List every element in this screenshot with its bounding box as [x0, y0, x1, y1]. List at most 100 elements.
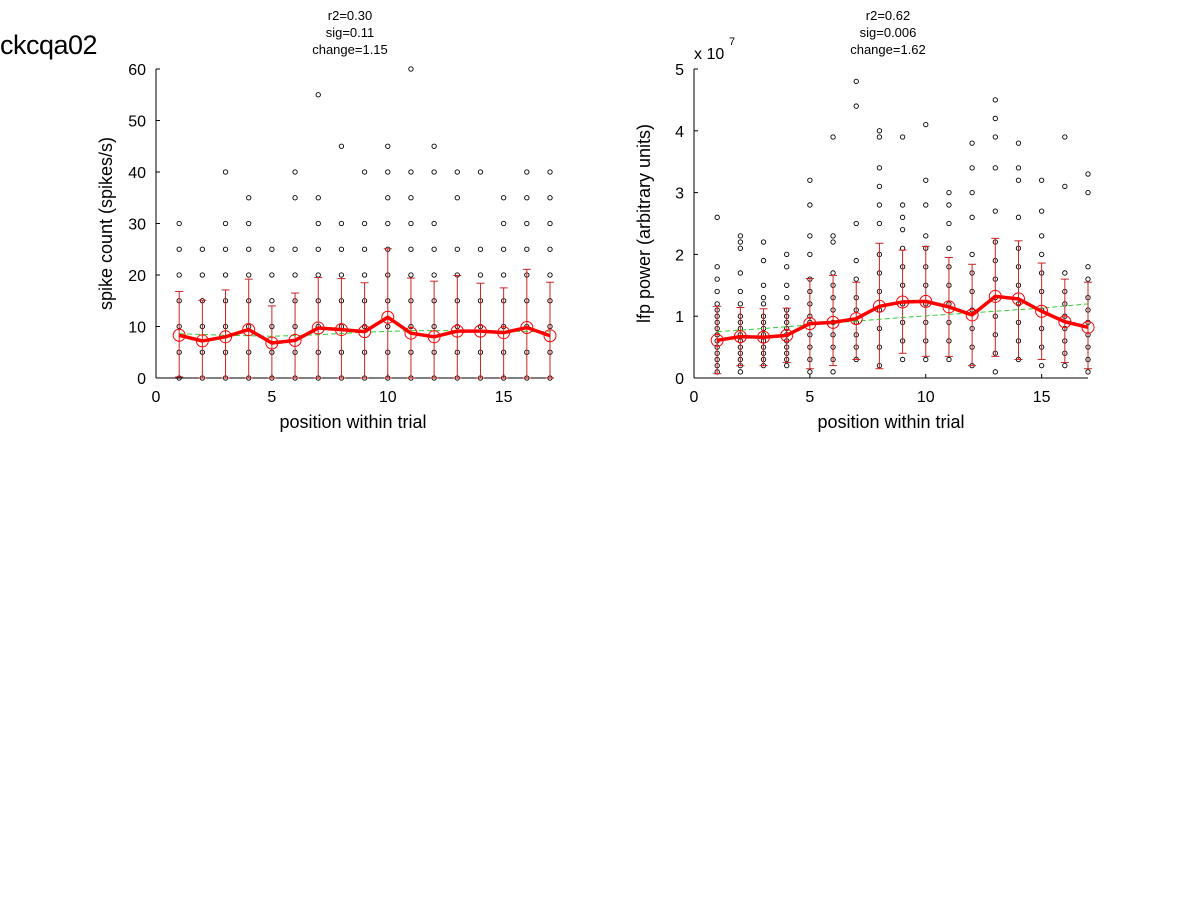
data-point	[899, 214, 906, 220]
mean-line	[178, 315, 551, 345]
data-point	[361, 246, 368, 252]
data-point	[385, 143, 391, 149]
data-point	[1085, 264, 1091, 270]
data-point	[714, 276, 720, 282]
data-point	[1015, 177, 1022, 183]
data-point	[524, 195, 530, 201]
y-tick-label: 1	[675, 309, 684, 326]
mean-marker	[242, 323, 256, 337]
data-point	[969, 214, 975, 220]
data-point	[784, 295, 790, 301]
data-point	[408, 169, 414, 175]
data-point	[853, 78, 859, 85]
data-point	[199, 246, 206, 252]
data-point	[385, 195, 391, 201]
mean-markers	[710, 289, 1095, 347]
data-point	[292, 195, 298, 201]
data-point	[784, 264, 790, 270]
data-point	[524, 169, 530, 175]
data-point	[338, 220, 345, 227]
data-point	[923, 202, 929, 208]
data-point	[784, 282, 790, 288]
data-point	[899, 356, 906, 363]
mean-marker	[288, 333, 302, 347]
stat-line: change=1.15	[312, 42, 388, 57]
mean-marker	[942, 300, 956, 314]
y-tick-label: 60	[128, 62, 146, 79]
data-point	[737, 233, 744, 239]
data-point	[1085, 369, 1091, 375]
mean-marker	[195, 334, 209, 348]
mean-markers	[172, 310, 557, 350]
x-tick-label: 10	[379, 389, 397, 406]
data-point	[246, 195, 252, 201]
data-point	[547, 246, 553, 252]
data-point	[737, 301, 744, 307]
data-point	[737, 239, 744, 245]
data-point	[315, 92, 321, 98]
data-point	[454, 246, 460, 252]
data-point	[1015, 214, 1022, 220]
mean-marker	[780, 328, 794, 342]
data-point	[1038, 251, 1045, 258]
data-point	[876, 183, 883, 190]
data-point	[547, 169, 553, 175]
stat-line: r2=0.62	[866, 8, 910, 23]
data-point	[784, 362, 790, 369]
data-point	[923, 177, 929, 183]
data-point	[1038, 177, 1045, 183]
data-point	[830, 239, 836, 245]
data-point	[524, 220, 530, 227]
data-point	[338, 143, 345, 149]
data-point	[1015, 165, 1022, 171]
data-point	[500, 246, 507, 252]
stat-line: change=1.62	[850, 42, 926, 57]
mean-marker	[520, 321, 534, 335]
data-point	[830, 233, 836, 239]
data-point	[269, 272, 275, 278]
data-point	[853, 276, 859, 282]
mean-marker	[733, 330, 747, 344]
mean-marker	[311, 321, 325, 335]
data-point	[1062, 270, 1068, 276]
data-point	[408, 272, 414, 278]
data-point	[969, 140, 975, 146]
data-point	[222, 220, 229, 227]
data-point	[292, 169, 298, 175]
data-point	[547, 220, 553, 227]
chart-1: 0 5 10 15 0 10 20 30 40 50 60 position within trial…	[96, 8, 557, 432]
data-point	[853, 220, 859, 227]
data-point	[361, 220, 368, 227]
data-point	[385, 169, 391, 175]
mean-marker	[1011, 292, 1025, 306]
mean-marker	[497, 326, 511, 340]
exponent-power: 7	[729, 36, 735, 48]
data-point	[431, 220, 437, 227]
data-point	[315, 195, 321, 201]
data-point	[714, 264, 720, 270]
data-point	[946, 220, 952, 227]
data-point	[1015, 140, 1022, 146]
data-point	[992, 115, 998, 122]
raw-points	[176, 66, 553, 381]
data-point	[760, 239, 767, 245]
data-point	[807, 369, 813, 375]
data-point	[454, 169, 460, 175]
data-point	[269, 246, 275, 252]
data-point	[807, 202, 813, 208]
x-tick-label: 15	[495, 389, 513, 406]
data-point	[992, 208, 998, 214]
data-point	[176, 220, 182, 227]
x-tick-label: 10	[917, 389, 935, 406]
y-tick-label: 0	[675, 371, 684, 388]
data-point	[1038, 233, 1045, 239]
data-point	[899, 227, 906, 233]
x-tick-label: 0	[152, 389, 161, 406]
y-tick-label: 5	[675, 62, 684, 79]
y-tick-label: 40	[128, 165, 146, 182]
data-point	[477, 246, 484, 252]
x-tick-label: 15	[1033, 389, 1051, 406]
mean-marker	[473, 324, 487, 338]
data-point	[176, 272, 182, 278]
